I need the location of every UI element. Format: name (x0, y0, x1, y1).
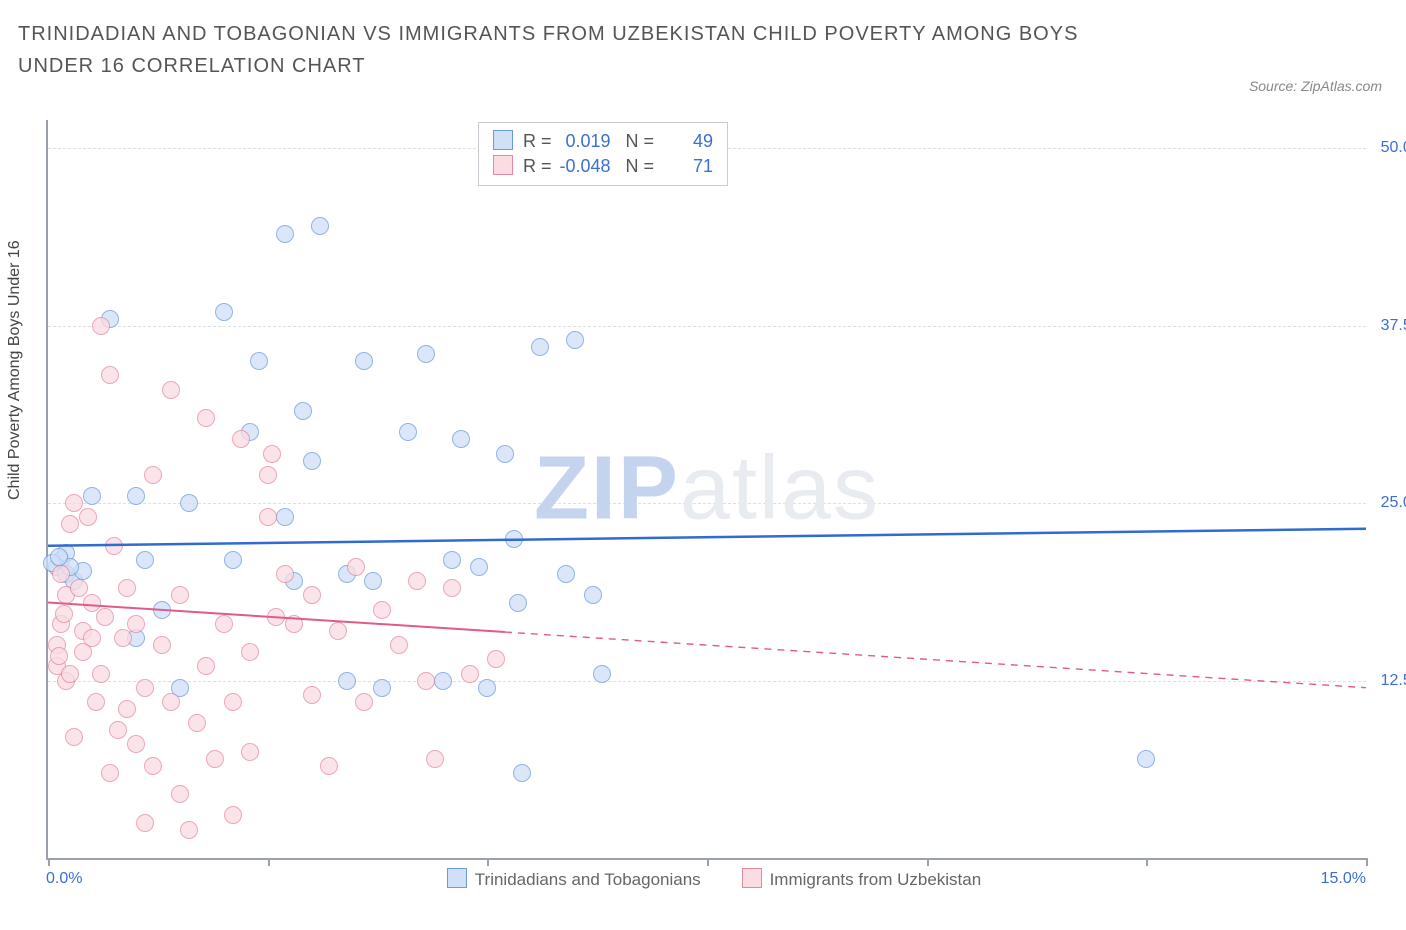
y-tick-label: 25.0% (1370, 494, 1406, 512)
stats-row-trinidadians: R = 0.019 N = 49 (493, 129, 713, 154)
x-tick (1146, 858, 1148, 866)
y-tick-label: 37.5% (1370, 317, 1406, 335)
legend-swatch-icon (742, 868, 762, 888)
stats-r-value: 0.019 (557, 129, 611, 154)
stats-n-value: 71 (659, 154, 713, 179)
x-tick (707, 858, 709, 866)
trend-line-trinidadians (48, 529, 1366, 546)
source-attribution: Source: ZipAtlas.com (1249, 78, 1382, 94)
correlation-stats-box: R = 0.019 N = 49R = -0.048 N = 71 (478, 122, 728, 186)
stats-row-uzbekistan: R = -0.048 N = 71 (493, 154, 713, 179)
legend-series-label: Immigrants from Uzbekistan (770, 870, 982, 889)
x-tick (927, 858, 929, 866)
stats-r-label: R = (523, 131, 552, 151)
scatter-plot-area: ZIPatlas R = 0.019 N = 49R = -0.048 N = … (46, 120, 1366, 860)
y-axis-label: Child Poverty Among Boys Under 16 (6, 240, 24, 500)
x-tick (1366, 858, 1368, 866)
legend-swatch-icon (447, 868, 467, 888)
legend-swatch-icon (493, 130, 513, 150)
trend-lines-layer (48, 120, 1366, 858)
trend-line-dashed-uzbekistan (505, 632, 1366, 688)
x-tick (268, 858, 270, 866)
stats-n-value: 49 (659, 129, 713, 154)
chart-title: TRINIDADIAN AND TOBAGONIAN VS IMMIGRANTS… (18, 18, 1146, 82)
y-tick-label: 12.5% (1370, 672, 1406, 690)
trend-line-uzbekistan (48, 603, 505, 633)
stats-n-label: N = (626, 131, 655, 151)
stats-r-label: R = (523, 156, 552, 176)
legend-swatch-icon (493, 155, 513, 175)
legend-series-label: Trinidadians and Tobagonians (475, 870, 701, 889)
y-tick-label: 50.0% (1370, 139, 1406, 157)
stats-r-value: -0.048 (557, 154, 611, 179)
x-tick (48, 858, 50, 866)
legend-bottom: Trinidadians and Tobagonians Immigrants … (0, 868, 1406, 890)
x-tick (487, 858, 489, 866)
stats-n-label: N = (626, 156, 655, 176)
